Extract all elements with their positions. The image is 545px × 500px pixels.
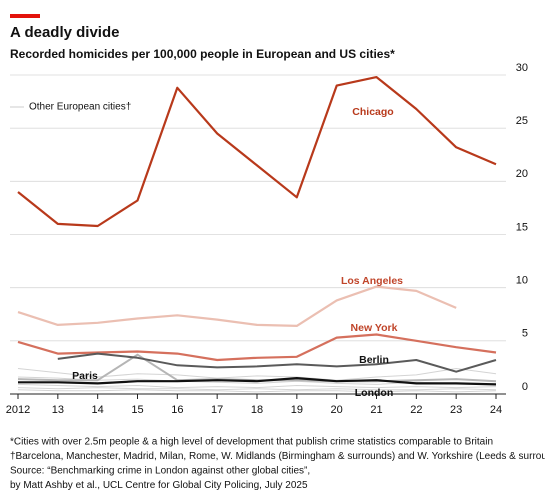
y-tick-label: 0: [522, 381, 528, 393]
x-tick-label: 23: [450, 404, 462, 416]
y-tick-label: 10: [516, 275, 528, 287]
series-label: London: [355, 387, 393, 399]
x-tick-label: 16: [171, 404, 183, 416]
y-tick-label: 25: [516, 115, 528, 127]
x-tick-label: 19: [291, 404, 303, 416]
x-tick-label: 14: [92, 404, 104, 416]
series-line: [17, 285, 457, 327]
footnote: †Barcelona, Manchester, Madrid, Milan, R…: [10, 451, 545, 462]
y-tick-label: 20: [516, 168, 528, 180]
y-tick-label: 5: [522, 328, 528, 340]
series-label: New York: [351, 322, 398, 334]
footnote: *Cities with over 2.5m people & a high l…: [10, 437, 493, 448]
x-tick-label: 13: [52, 404, 64, 416]
series-label: Berlin: [359, 354, 389, 366]
x-tick-label: 2012: [6, 404, 30, 416]
series-line: [57, 352, 497, 373]
series-label: Paris: [72, 370, 98, 382]
chart-subtitle: Recorded homicides per 100,000 people in…: [10, 47, 395, 61]
other-city-line: [17, 368, 497, 381]
x-tick-label: 21: [370, 404, 382, 416]
y-tick-label: 15: [516, 221, 528, 233]
series-label: Los Angeles: [341, 275, 403, 287]
y-tick-label: 30: [516, 62, 528, 74]
x-tick-label: 24: [490, 404, 502, 416]
other-city-line: [17, 383, 497, 389]
series-line: [18, 377, 497, 386]
x-tick-label: 17: [211, 404, 223, 416]
x-tick-label: 18: [251, 404, 263, 416]
x-tick-label: 15: [131, 404, 143, 416]
footnote: Source: “Benchmarking crime in London ag…: [10, 466, 310, 477]
legend-label: Other European cities†: [29, 102, 131, 113]
chart-title: A deadly divide: [10, 24, 119, 41]
series-line: [17, 76, 497, 228]
footnote: by Matt Ashby et al., UCL Centre for Glo…: [10, 480, 308, 491]
series-label: Chicago: [352, 106, 393, 118]
x-tick-label: 22: [410, 404, 422, 416]
series-line: [17, 333, 497, 362]
brand-bar: [10, 14, 40, 18]
x-tick-label: 20: [331, 404, 343, 416]
other-city-line: [17, 389, 497, 393]
other-city-line: [17, 387, 497, 391]
